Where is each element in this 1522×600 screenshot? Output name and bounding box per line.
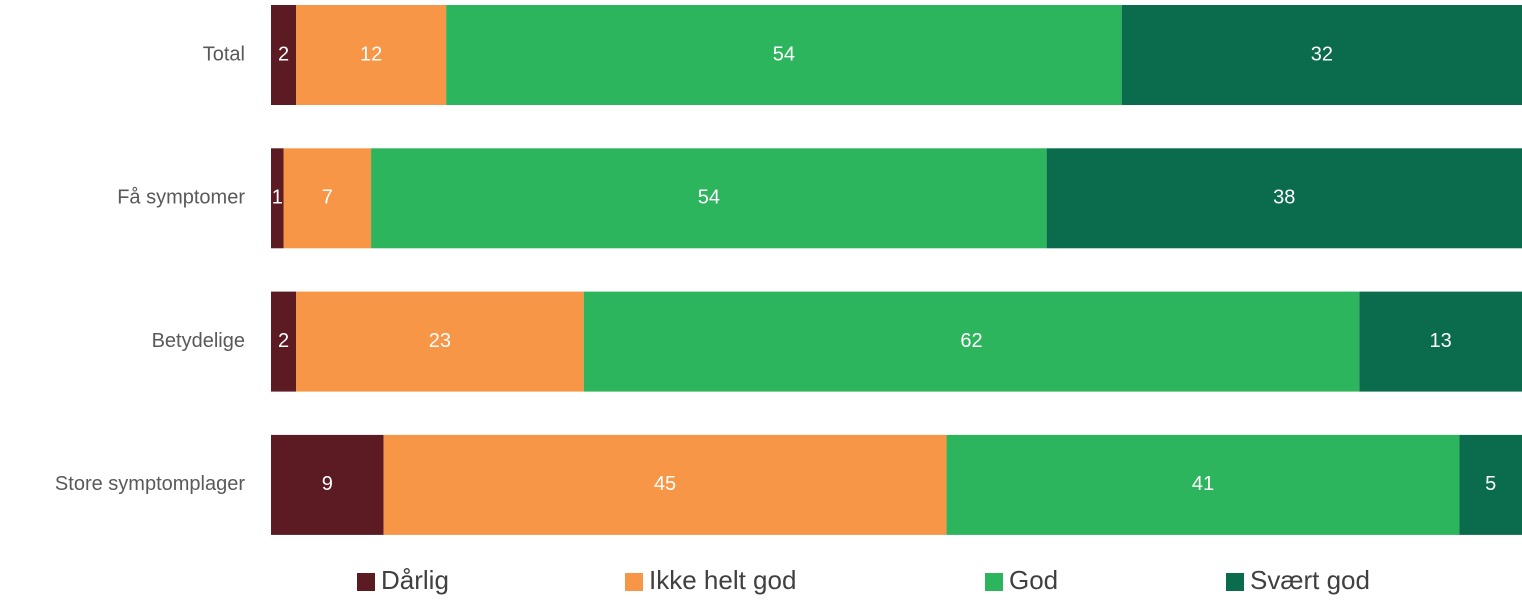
legend-marker <box>985 573 1003 591</box>
data-label: 5 <box>1485 473 1496 495</box>
data-label: 38 <box>1273 187 1295 209</box>
data-label: 9 <box>322 473 333 495</box>
data-label: 13 <box>1430 330 1452 352</box>
legend-label: Dårlig <box>381 565 449 595</box>
bar-segment <box>583 291 1360 392</box>
data-label: 41 <box>1192 473 1214 495</box>
data-label: 23 <box>429 330 451 352</box>
legend-label: Ikke helt god <box>649 565 796 595</box>
bar-segment <box>371 148 1047 249</box>
data-label: 45 <box>654 473 676 495</box>
bar-segment <box>271 148 284 249</box>
bar-segment <box>296 5 447 105</box>
bar-segment <box>296 291 584 392</box>
data-label: 2 <box>278 330 289 352</box>
data-label: 54 <box>773 43 795 65</box>
data-label: 32 <box>1311 43 1333 65</box>
bar-segment <box>271 5 297 105</box>
data-label: 54 <box>698 187 720 209</box>
bar-segment <box>271 434 384 535</box>
bar-segment <box>946 434 1460 535</box>
data-label: 1 <box>272 187 283 209</box>
category-label: Store symptomplager <box>55 473 245 495</box>
category-label: Total <box>203 43 245 65</box>
legend-label: God <box>1009 565 1058 595</box>
legend-marker <box>357 573 375 591</box>
bar-segment <box>1121 5 1522 105</box>
data-label: 62 <box>960 330 982 352</box>
bar-segment <box>283 148 372 249</box>
data-label: 2 <box>278 43 289 65</box>
bar-segment <box>446 5 1122 105</box>
legend-marker <box>625 573 643 591</box>
bar-segment <box>1459 434 1522 535</box>
data-label: 12 <box>360 43 382 65</box>
legend-marker <box>1226 573 1244 591</box>
category-label: Få symptomer <box>117 187 245 209</box>
legend-label: Svært god <box>1250 565 1370 595</box>
data-label: 7 <box>322 187 333 209</box>
bar-segment <box>271 291 297 392</box>
bar-segment <box>1046 148 1522 249</box>
bar-segment <box>383 434 947 535</box>
bar-segment <box>1359 291 1522 392</box>
category-label: Betydelige <box>152 330 245 352</box>
